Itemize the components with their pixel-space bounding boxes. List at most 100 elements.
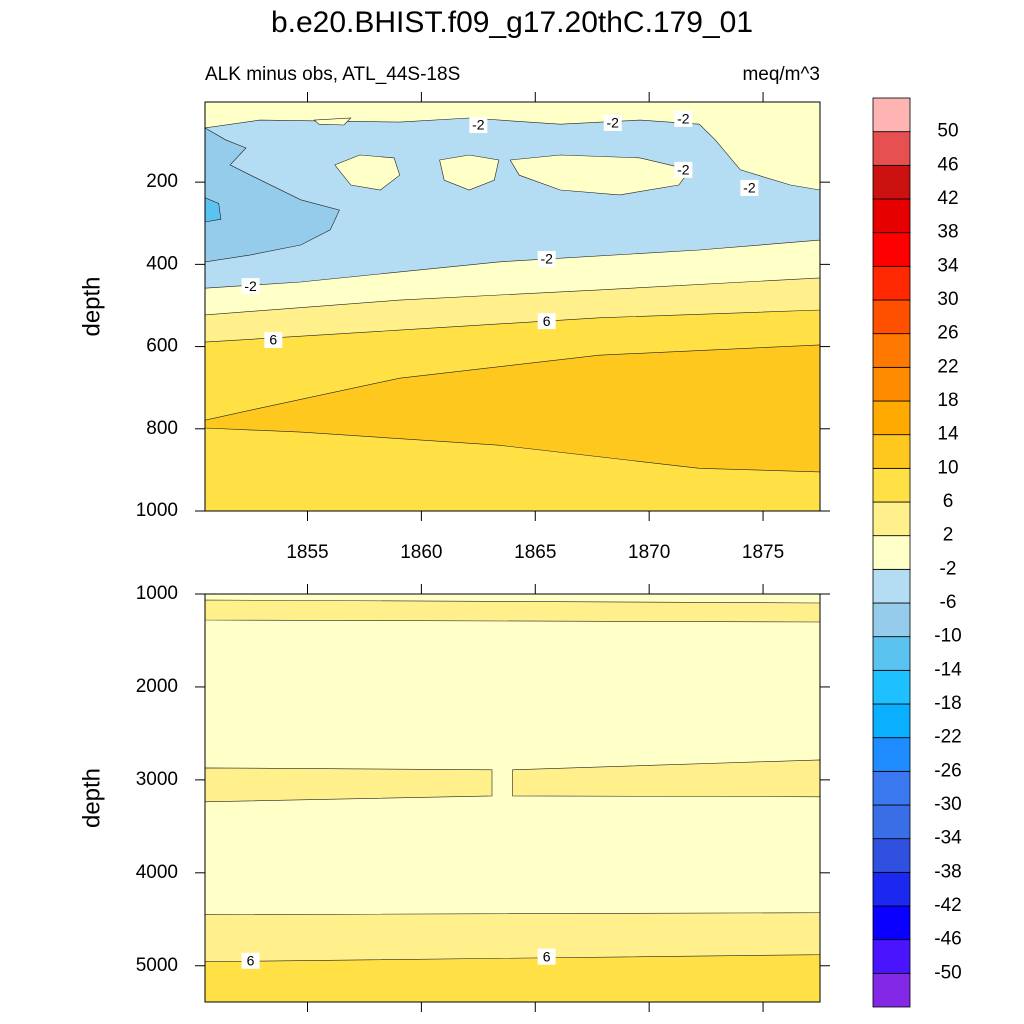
colorbar-box <box>872 366 911 402</box>
contour-label: -2 <box>540 251 553 267</box>
colorbar-label: -38 <box>934 861 961 882</box>
contour-label-bg <box>537 251 556 268</box>
colorbar-box <box>872 669 911 705</box>
contour-region <box>439 154 500 191</box>
colorbar-box <box>872 905 911 941</box>
colorbar-box <box>872 972 911 1008</box>
y-axis-label: depth <box>78 768 105 828</box>
colorbar-label: -50 <box>934 962 961 983</box>
colorbar-label: -10 <box>934 626 961 647</box>
contour-region <box>205 197 222 223</box>
contour-region <box>313 117 352 126</box>
contour-label: 6 <box>269 332 277 348</box>
colorbar-label: 26 <box>937 323 958 344</box>
contour-region <box>205 127 340 263</box>
colorbar-label: -46 <box>934 929 961 950</box>
colorbar-label: -34 <box>934 828 962 849</box>
contour-label-bg <box>674 161 693 178</box>
contour-label-bg <box>740 179 759 196</box>
colorbar-box <box>872 737 911 772</box>
contour-label-bg <box>603 114 622 131</box>
subtitle-right: meq/m^3 <box>742 64 820 85</box>
colorbar-label: 46 <box>937 154 958 175</box>
contour-label: -2 <box>244 278 257 294</box>
contour-region <box>509 154 691 196</box>
colorbar-box <box>872 939 911 974</box>
colorbar-label: -14 <box>934 659 962 680</box>
colorbar-label: -30 <box>934 794 961 815</box>
contour-label: -2 <box>472 117 485 133</box>
colorbar-box <box>872 131 911 166</box>
colorbar-box <box>872 333 911 368</box>
contour-label-bg <box>537 948 556 965</box>
colorbar-box <box>872 770 911 806</box>
contour-region <box>205 594 820 916</box>
x-tick-label: 1855 <box>286 542 328 563</box>
colorbar-box <box>872 568 911 604</box>
y-tick-label: 1000 <box>136 500 178 521</box>
y-tick-label: 2000 <box>136 676 178 697</box>
x-tick-label: 1865 <box>514 542 556 563</box>
colorbar-box <box>872 232 911 267</box>
y-axis-label: depth <box>78 276 105 336</box>
y-tick-label: 5000 <box>136 955 178 976</box>
contour-label-bg <box>241 278 260 295</box>
colorbar-box <box>872 501 911 537</box>
colorbar-label: 6 <box>943 491 954 512</box>
colorbar-box <box>872 265 911 301</box>
colorbar-box <box>872 97 911 133</box>
contour-region <box>205 767 493 803</box>
colorbar-box <box>872 400 911 436</box>
contour-label-bg <box>469 117 488 134</box>
colorbar-label: -42 <box>934 895 961 916</box>
colorbar-label: -22 <box>934 727 961 748</box>
y-tick-label: 1000 <box>136 583 178 604</box>
colorbar-label: 34 <box>937 255 959 276</box>
colorbar-box <box>872 838 911 873</box>
contour-label-bg <box>674 110 693 127</box>
contour-region <box>205 599 820 623</box>
plot-frame <box>204 101 821 512</box>
contour-region <box>334 154 401 191</box>
contour-label: 6 <box>543 948 551 964</box>
colorbar-label: 38 <box>937 222 958 243</box>
y-tick-label: 3000 <box>136 769 178 790</box>
subtitle-left: ALK minus obs, ATL_44S-18S <box>205 64 460 85</box>
colorbar-label: 42 <box>937 188 958 209</box>
colorbar-label: -18 <box>934 693 961 714</box>
colorbar-label: -26 <box>934 760 961 781</box>
colorbar-label: 22 <box>937 356 958 377</box>
contour-label-bg <box>537 313 556 330</box>
plot-area <box>205 594 820 1002</box>
x-tick-label: 1875 <box>742 542 784 563</box>
x-tick-label: 1860 <box>400 542 442 563</box>
colorbar-label: 14 <box>937 424 959 445</box>
y-tick-label: 600 <box>146 336 178 357</box>
x-tick-label: 1870 <box>628 542 670 563</box>
colorbar-box <box>872 164 911 200</box>
contour-label: 6 <box>543 313 551 329</box>
contour-label: -2 <box>606 115 619 131</box>
colorbar-box <box>872 467 911 503</box>
y-tick-label: 800 <box>146 418 178 439</box>
colorbar-box <box>872 804 911 840</box>
colorbar-label: -6 <box>940 592 957 613</box>
contour-label: -2 <box>677 162 690 178</box>
colorbar-label: 2 <box>943 525 954 546</box>
colorbar-box <box>872 198 911 234</box>
contour-label: 6 <box>247 952 255 968</box>
colorbar-box <box>872 871 911 907</box>
y-tick-label: 200 <box>146 171 178 192</box>
colorbar-box <box>872 602 911 638</box>
colorbar-box <box>872 434 911 469</box>
contour-label-bg <box>264 332 283 349</box>
chart-title: b.e20.BHIST.f09_g17.20thC.179_01 <box>271 6 753 39</box>
y-tick-label: 400 <box>146 253 178 274</box>
colorbar-label: 10 <box>937 457 958 478</box>
colorbar-label: 50 <box>937 121 958 142</box>
contour-label: -2 <box>743 180 756 196</box>
colorbar-box <box>872 636 911 671</box>
contour-region <box>512 759 820 798</box>
plot-frame <box>204 593 821 1003</box>
